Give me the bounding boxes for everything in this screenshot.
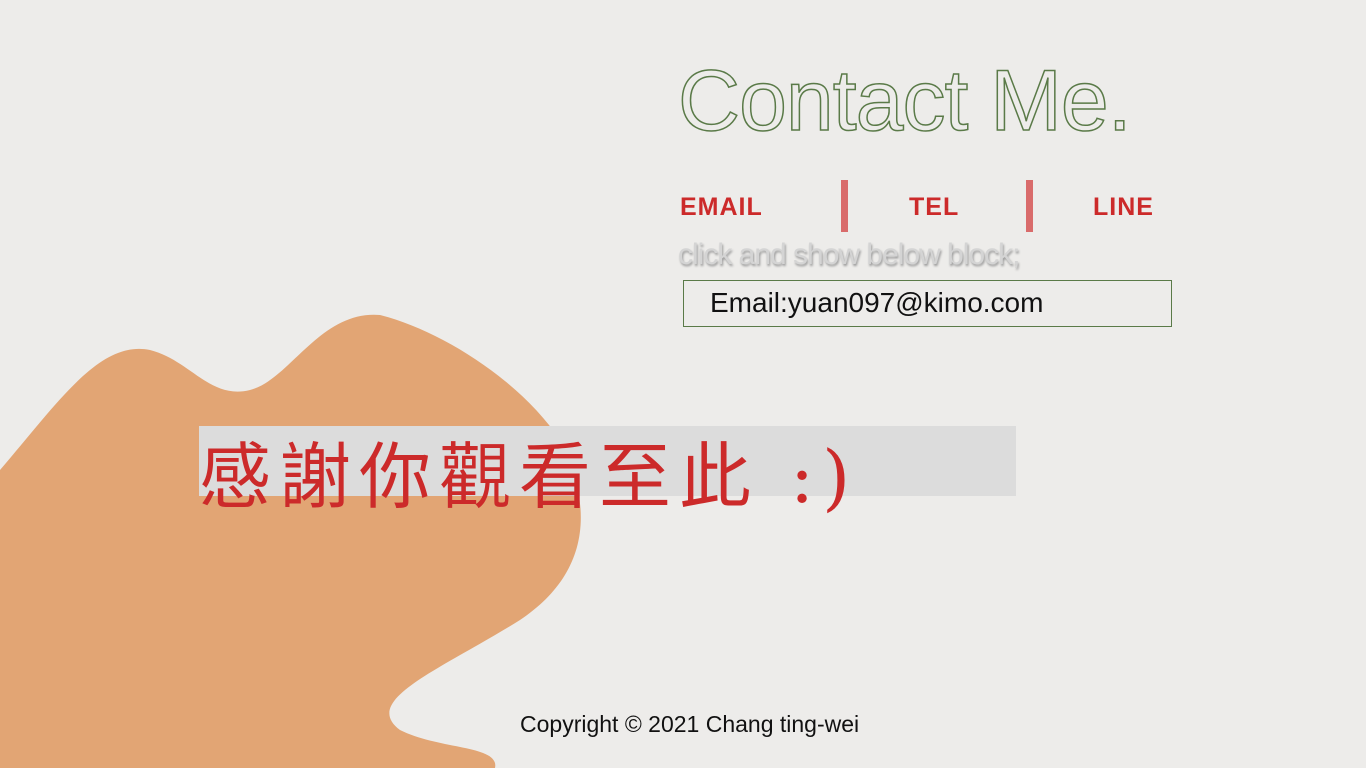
separator — [1026, 180, 1033, 232]
thanks-banner: 感謝你觀看至此 :) — [199, 426, 1016, 519]
decorative-blob — [0, 314, 581, 768]
detail-box: Email:yuan097@kimo.com — [683, 280, 1172, 327]
copyright: Copyright © 2021 Chang ting-wei — [520, 711, 860, 737]
thanks-text: 感謝你觀看至此 :) — [199, 435, 859, 519]
email-tab[interactable]: EMAIL — [680, 193, 763, 221]
page-title: Contact Me. — [677, 52, 1132, 150]
tel-tab[interactable]: TEL — [909, 193, 960, 221]
hint-text: click and show below block; — [678, 238, 1021, 271]
separator — [841, 180, 848, 232]
line-tab[interactable]: LINE — [1093, 193, 1154, 221]
detail-text: Email:yuan097@kimo.com — [710, 287, 1044, 318]
